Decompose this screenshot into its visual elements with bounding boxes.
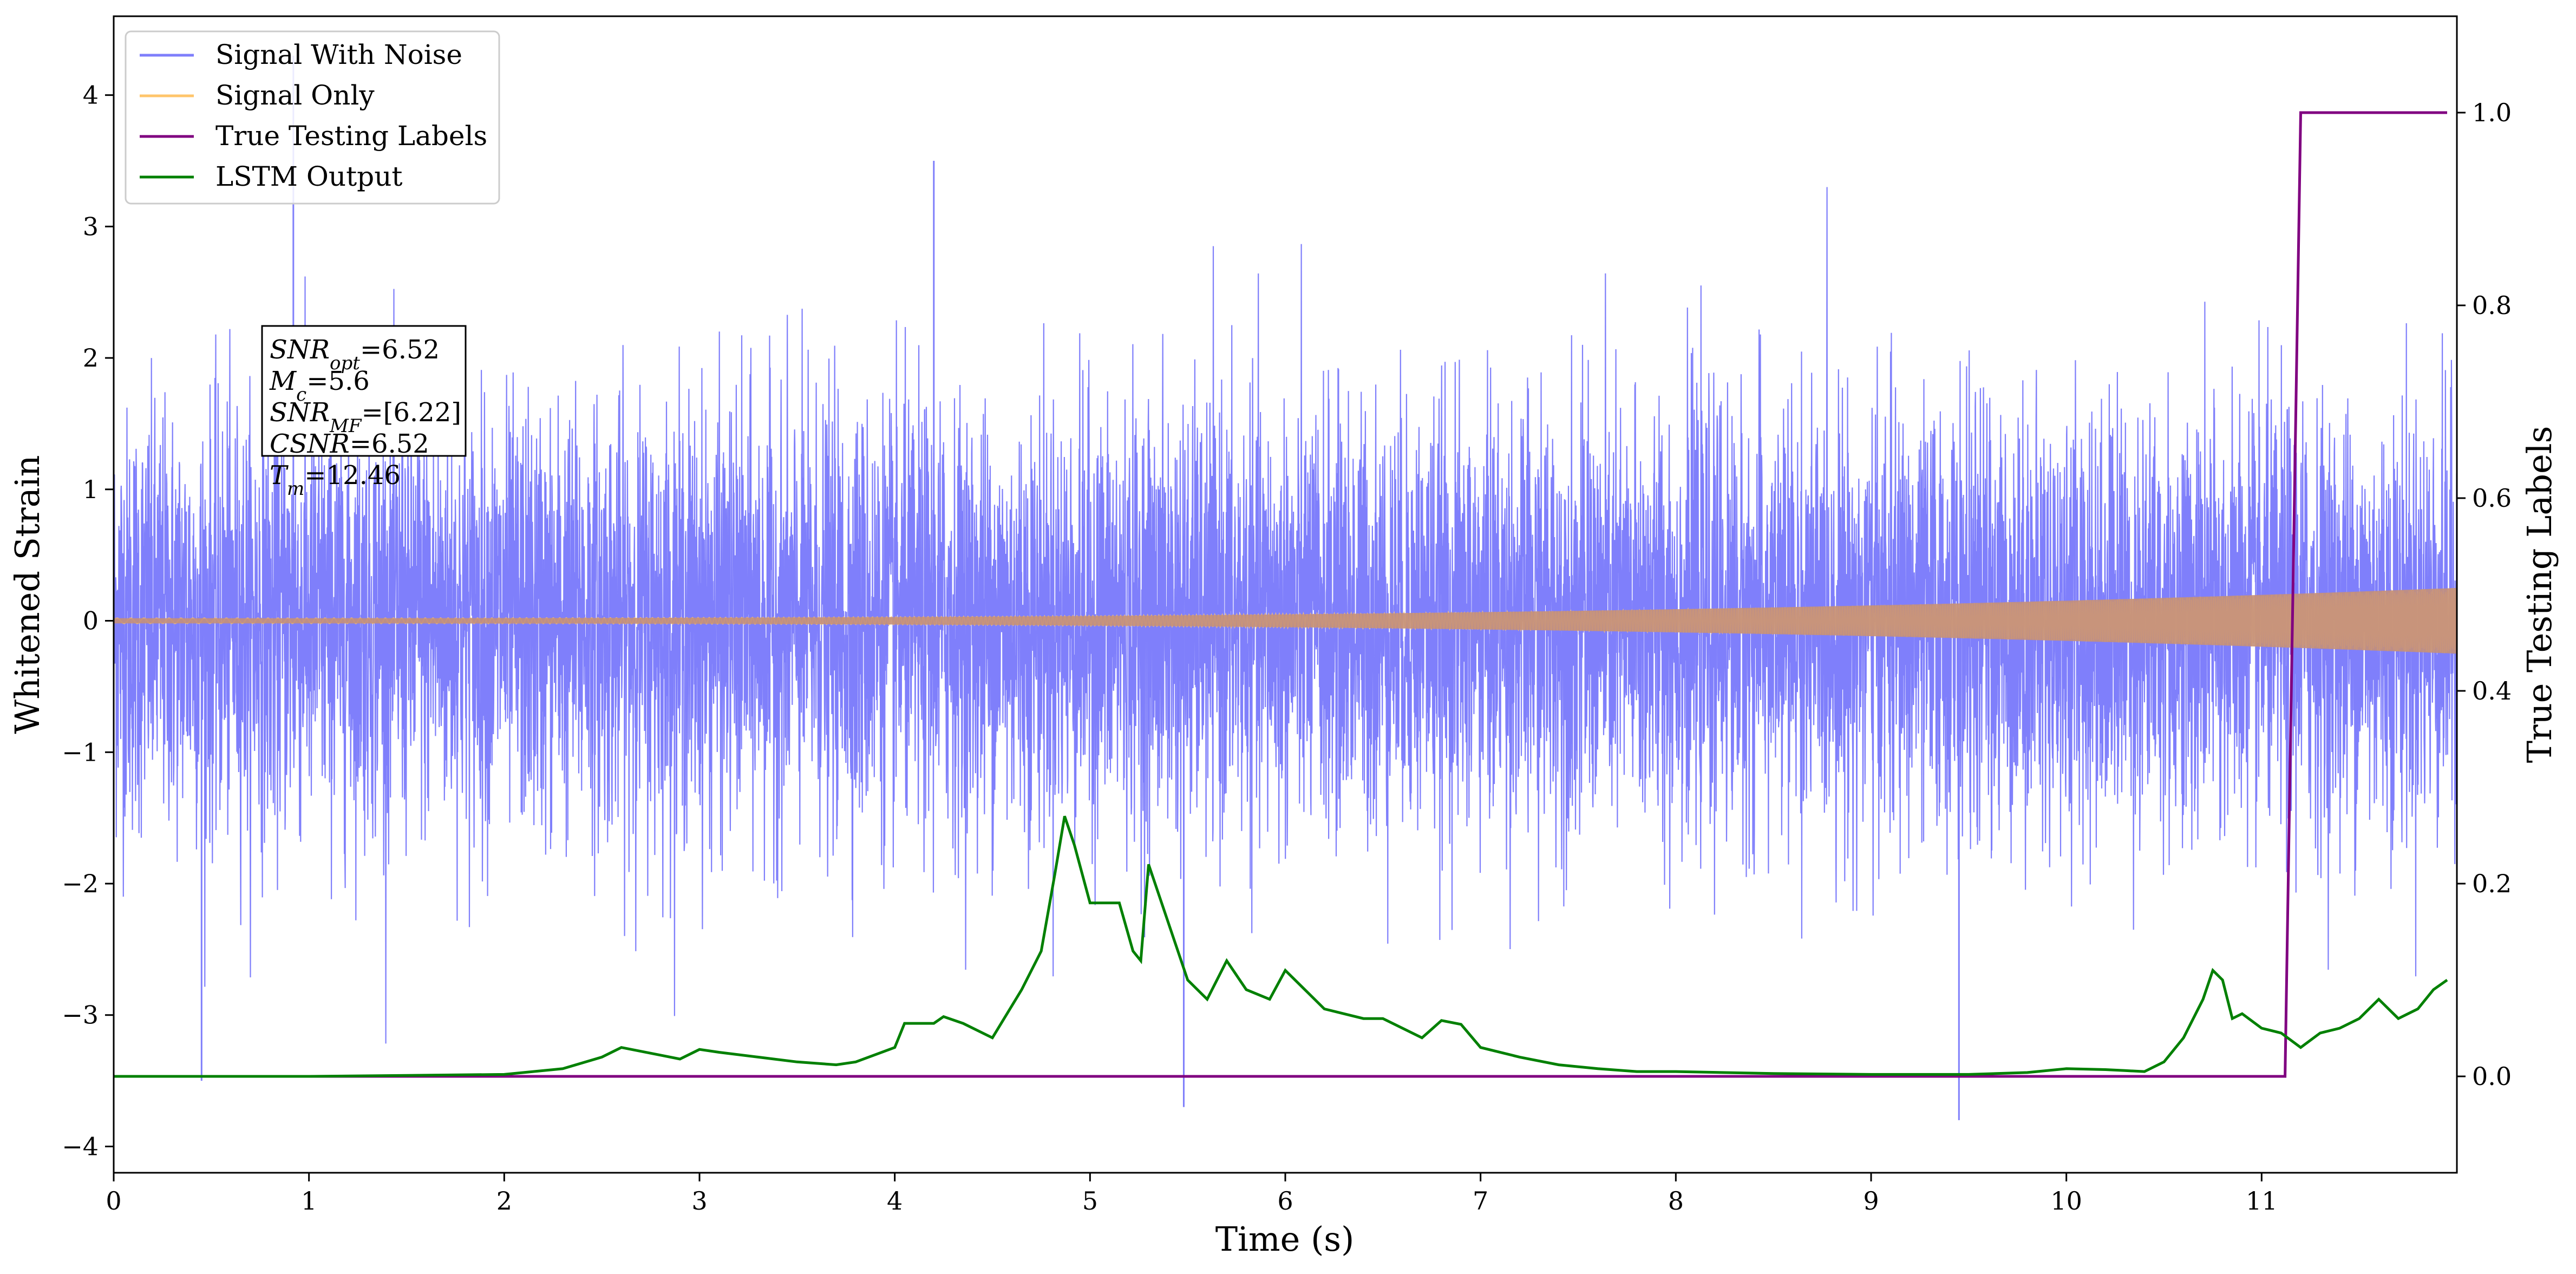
x-tick-label: 1 — [301, 1186, 317, 1216]
y-tick-label: 4 — [83, 81, 99, 110]
y-tick-label: −3 — [62, 1001, 99, 1030]
x-axis-label: Time (s) — [1215, 1219, 1355, 1259]
x-tick-label: 4 — [887, 1186, 903, 1216]
y2-tick-label: 0.8 — [2472, 291, 2512, 320]
y2-tick-label: 1.0 — [2472, 98, 2512, 127]
signal-only-series — [114, 587, 2457, 654]
x-tick-label: 3 — [691, 1186, 707, 1216]
x-axis-ticks: 0 1 2 3 4 5 6 7 8 9 10 11 — [106, 1173, 2278, 1216]
x-tick-label: 2 — [496, 1186, 512, 1216]
legend: Signal With Noise Signal Only True Testi… — [125, 30, 500, 205]
legend-label-labels: True Testing Labels — [215, 120, 487, 152]
info-snr-mf-value: [6.22] — [383, 397, 461, 428]
y2-tick-label: 0.6 — [2472, 484, 2512, 513]
info-csnr-value: 6.52 — [371, 429, 429, 459]
y-tick-label: 2 — [83, 343, 99, 373]
y-tick-label: 1 — [83, 475, 99, 504]
y2-axis-ticks: 0.0 0.2 0.4 0.6 0.8 1.0 — [2457, 98, 2512, 1091]
lstm-output-series — [114, 815, 2448, 1078]
y-axis-ticks: −4 −3 −2 −1 0 1 2 3 4 — [62, 81, 114, 1161]
y2-axis-label: True Testing Labels — [2520, 426, 2559, 763]
lstm-output-line — [114, 815, 2448, 1078]
info-csnr: CSNR=6.52 — [270, 429, 429, 459]
y-tick-label: −4 — [62, 1132, 99, 1161]
legend-label-lstm: LSTM Output — [215, 161, 402, 192]
info-tm-value: 12.46 — [326, 460, 400, 491]
x-tick-label: 0 — [106, 1186, 121, 1216]
info-tm: Tm=12.46 — [270, 460, 401, 500]
signal-with-noise-line — [114, 187, 2457, 1044]
true-testing-labels-series — [114, 111, 2447, 1078]
legend-label-signal: Signal Only — [215, 80, 375, 111]
signal-only-envelope — [114, 587, 2457, 654]
x-tick-label: 7 — [1473, 1186, 1488, 1216]
x-tick-label: 9 — [1863, 1186, 1879, 1216]
info-mc-value: 5.6 — [328, 366, 369, 396]
y2-tick-label: 0.0 — [2472, 1062, 2512, 1091]
y-tick-label: −1 — [62, 737, 99, 767]
y-tick-label: 0 — [83, 606, 99, 636]
x-tick-label: 11 — [2246, 1186, 2278, 1216]
info-snr-opt-value: 6.52 — [382, 335, 440, 365]
y-tick-label: 3 — [83, 212, 99, 241]
legend-label-noise: Signal With Noise — [215, 39, 462, 70]
x-tick-label: 10 — [2050, 1186, 2082, 1216]
y2-tick-label: 0.4 — [2472, 676, 2512, 705]
x-tick-label: 8 — [1668, 1186, 1684, 1216]
x-tick-label: 5 — [1082, 1186, 1098, 1216]
true-testing-labels-line — [114, 111, 2447, 1078]
x-tick-label: 6 — [1277, 1186, 1293, 1216]
y-tick-label: −2 — [62, 869, 99, 898]
y-axis-label: Whitened Strain — [8, 455, 47, 734]
signal-with-noise-series — [114, 55, 2457, 1120]
y2-tick-label: 0.2 — [2472, 869, 2512, 898]
